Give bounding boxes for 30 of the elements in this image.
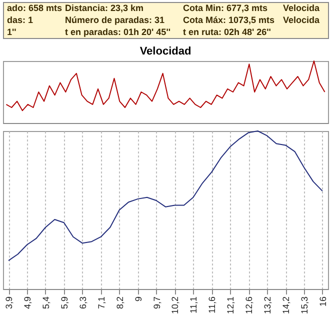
x-tick-label: 12,1: [226, 296, 236, 314]
text: 1'': [7, 27, 16, 37]
chart-title: Velocidad: [140, 46, 192, 58]
text: Cota Min: 677,3 mts: [183, 3, 268, 13]
text: Distancia: 23,3 km: [65, 3, 144, 13]
x-tick-label: 14,2: [281, 296, 292, 314]
text: t en paradas: 01h 20' 45'': [65, 27, 170, 37]
x-tick-label: 10,2: [170, 296, 180, 314]
text: Velocida: [283, 3, 321, 13]
text: Cota Máx: 1073,5 mts: [183, 15, 275, 25]
x-tick-label: 9,7: [152, 296, 162, 310]
x-tick-label: 15,3: [299, 296, 310, 314]
text: Número de paradas: 31: [65, 15, 165, 25]
x-tick-label: 6,3: [78, 296, 88, 310]
x-tick-label: 7,1: [96, 296, 106, 310]
text: das: 1: [7, 15, 34, 25]
text: Velocida: [283, 15, 321, 25]
x-tick-label: 3,9: [4, 296, 14, 310]
x-tick-label: 13,2: [262, 296, 273, 314]
x-tick-label: 11,1: [188, 296, 199, 314]
x-tick-label: 4,9: [22, 296, 33, 310]
text: t en ruta: 02h 48' 26'': [183, 27, 271, 37]
x-tick-label: 8,2: [114, 296, 125, 310]
x-tick-label: 16: [318, 296, 328, 307]
x-tick-label: 9: [133, 296, 144, 302]
text: ado: 658 mts: [7, 3, 62, 13]
x-tick-label: 5,4: [40, 296, 51, 310]
x-tick-label: 11,6: [207, 296, 218, 314]
x-tick-label: 5,9: [59, 296, 70, 310]
x-tick-label: 12,6: [244, 296, 254, 314]
